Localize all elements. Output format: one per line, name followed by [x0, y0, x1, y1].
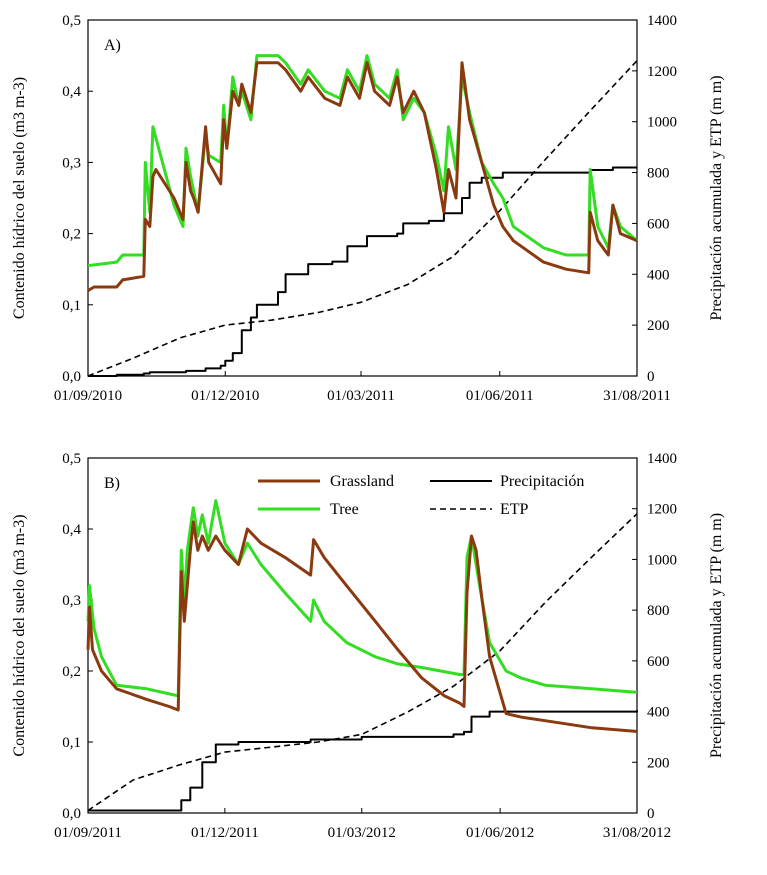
- y-right-tick-label: 1200: [647, 502, 677, 518]
- y-right-tick-label: 200: [647, 755, 670, 771]
- y-left-tick-label: 0,4: [62, 522, 81, 538]
- x-tick-label: 01/09/2010: [54, 388, 122, 404]
- y-right-axis-title: Precipitación acumulada y ETP (m m): [708, 75, 725, 320]
- y-right-axis-title: Precipitación acumulada y ETP (m m): [708, 513, 725, 758]
- y-right-tick-label: 1200: [647, 64, 677, 80]
- series-line-tree: [87, 54, 638, 268]
- y-right-tick-label: 600: [647, 216, 670, 232]
- y-right-tick-label: 1000: [647, 115, 677, 131]
- legend-label-etp: ETP: [500, 501, 529, 518]
- y-left-tick-label: 0,4: [62, 84, 81, 100]
- x-tick-label: 01/06/2012: [466, 825, 534, 841]
- y-left-tick-label: 0,5: [62, 13, 81, 29]
- y-left-tick-label: 0,1: [62, 735, 81, 751]
- x-tick-label: 31/08/2011: [603, 388, 671, 404]
- y-right-tick-label: 1400: [647, 451, 677, 467]
- series-line-etp: [87, 513, 638, 812]
- y-right-tick-label: 400: [647, 267, 670, 283]
- y-right-tick-label: 1000: [647, 552, 677, 568]
- x-tick-label: 31/08/2012: [603, 825, 671, 841]
- y-right-tick-label: 200: [647, 318, 670, 334]
- y-left-axis-title: Contenido hídrico del suelo (m3 m-3): [11, 514, 28, 756]
- plot-frame: [87, 19, 638, 377]
- series-line-precip: [88, 166, 637, 377]
- x-tick-label: 01/12/2011: [191, 825, 259, 841]
- y-left-tick-label: 0,3: [62, 593, 81, 609]
- y-left-tick-label: 0,5: [62, 451, 81, 467]
- y-right-tick-label: 0: [647, 806, 655, 822]
- y-left-tick-label: 0,1: [62, 298, 81, 314]
- panel-a: 0,0 0,1 0,2 0,3 0,4 0,5 0 200 400 600 800 1000 1200 1…: [11, 13, 725, 404]
- legend-label-tree: Tree: [330, 501, 359, 518]
- x-tick-label: 01/09/2011: [54, 825, 122, 841]
- panel-label: B): [104, 475, 120, 492]
- y-left-tick-label: 0,3: [62, 155, 81, 171]
- series-line-etp: [87, 60, 638, 377]
- y-left-axis-title: Contenido hídrico del suelo (m3 m-3): [11, 77, 28, 319]
- x-tick-label: 01/03/2011: [327, 388, 395, 404]
- y-right-tick-label: 0: [647, 369, 655, 385]
- y-left-tick-label: 0,2: [62, 227, 81, 243]
- y-right-tick-label: 800: [647, 603, 670, 619]
- x-tick-label: 01/12/2010: [191, 388, 259, 404]
- panel-b: 0,0 0,1 0,2 0,3 0,4 0,5 0 200 400 600 800 1000 1200 1…: [11, 451, 725, 841]
- y-left-tick-label: 0,0: [62, 369, 81, 385]
- series-line-precip: [88, 710, 638, 812]
- y-right-tick-label: 800: [647, 166, 670, 182]
- y-right-tick-label: 600: [647, 654, 670, 670]
- y-left-tick-label: 0,2: [62, 664, 81, 680]
- legend-label-grassland: Grassland: [330, 473, 394, 490]
- series-line-grassland: [86, 520, 638, 733]
- legend: Grassland Tree Precipitación ETP: [258, 473, 584, 518]
- series-line-tree: [86, 499, 638, 698]
- y-left-tick-label: 0,0: [62, 806, 81, 822]
- plot-frame: [87, 457, 638, 814]
- legend-label-precip: Precipitación: [500, 473, 584, 490]
- x-tick-label: 01/06/2011: [466, 388, 534, 404]
- series-line-grassland: [87, 61, 638, 292]
- y-right-tick-label: 1400: [647, 13, 677, 29]
- x-tick-label: 01/03/2012: [328, 825, 396, 841]
- panel-label: A): [104, 37, 121, 54]
- y-right-tick-label: 400: [647, 705, 670, 721]
